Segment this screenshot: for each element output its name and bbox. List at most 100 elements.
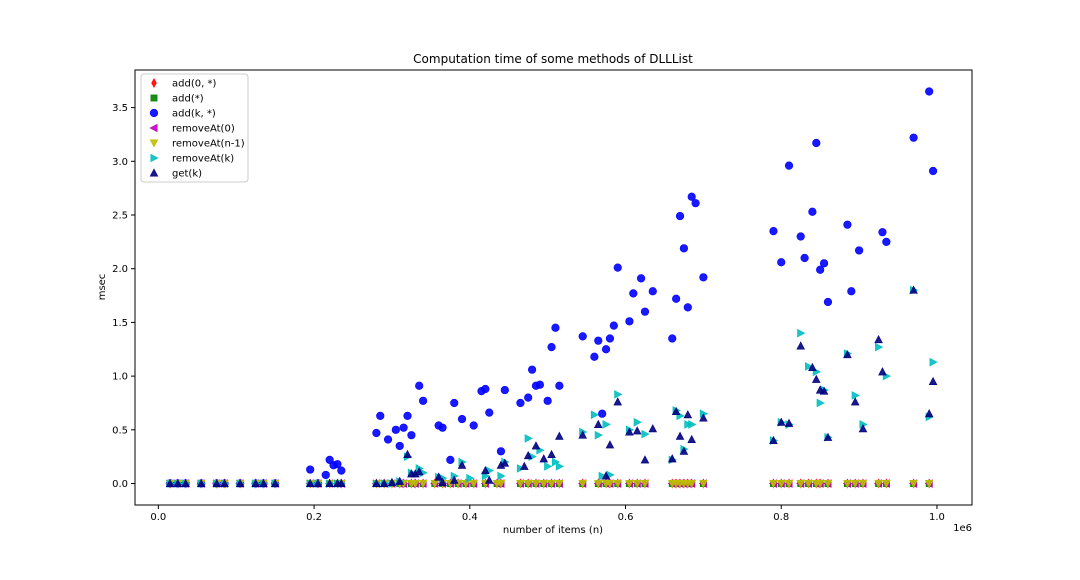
data-point	[395, 441, 404, 451]
y-tick-label: 1.0	[112, 372, 128, 383]
data-point	[640, 455, 650, 464]
data-point	[796, 232, 805, 241]
y-tick-label: 1.5	[112, 318, 128, 329]
data-point	[636, 274, 646, 283]
data-point	[466, 473, 475, 483]
legend-label: removeAt(k)	[172, 154, 234, 165]
legend-marker-icon	[149, 139, 159, 148]
data-point	[675, 431, 685, 440]
data-point	[699, 273, 708, 282]
data-point	[858, 480, 868, 489]
data-point	[683, 410, 693, 419]
data-point	[804, 362, 814, 371]
x-tick-label: 0.8	[773, 512, 789, 523]
data-point	[609, 321, 618, 330]
data-point	[481, 384, 490, 394]
data-point	[625, 427, 634, 436]
data-point	[613, 480, 623, 489]
data-point	[601, 471, 611, 480]
data-point	[909, 133, 918, 142]
data-point	[668, 334, 677, 343]
data-point	[461, 480, 471, 489]
chart-title: Computation time of some methods of DLLL…	[413, 52, 693, 66]
data-point	[776, 417, 786, 426]
data-point	[796, 480, 806, 489]
y-tick-label: 3.5	[112, 103, 128, 114]
legend-marker-icon	[150, 94, 158, 102]
data-point	[446, 455, 455, 464]
data-point	[843, 480, 852, 489]
data-point	[675, 211, 685, 221]
data-point	[843, 220, 852, 229]
legend: add(0, *) add(*) add(k, *) removeAt(0) remov…	[140, 73, 249, 183]
data-point	[305, 478, 315, 488]
data-point	[418, 480, 428, 489]
series-6-points	[165, 285, 938, 488]
data-point	[625, 317, 634, 326]
data-point	[687, 480, 696, 489]
data-point	[438, 477, 447, 486]
data-point	[383, 435, 393, 444]
data-point	[850, 480, 860, 489]
data-point	[823, 480, 833, 489]
data-point	[181, 478, 190, 488]
data-point	[812, 138, 821, 148]
data-point	[481, 465, 490, 475]
data-point	[457, 414, 467, 424]
data-point	[851, 391, 860, 400]
data-point	[434, 472, 443, 481]
data-point	[928, 166, 938, 176]
data-point	[337, 478, 346, 488]
data-point	[874, 480, 883, 489]
data-point	[797, 328, 806, 338]
data-point	[220, 478, 229, 488]
data-point	[497, 471, 506, 481]
legend-label: add(0, *)	[172, 79, 216, 90]
data-point	[925, 87, 934, 96]
data-point	[909, 480, 918, 489]
data-point	[598, 471, 607, 481]
data-point	[672, 294, 681, 303]
data-point	[544, 462, 553, 471]
legend-marker-icon	[149, 108, 159, 118]
data-point	[804, 480, 813, 489]
data-point	[531, 441, 541, 450]
data-point	[403, 449, 412, 459]
data-point	[500, 458, 510, 467]
data-point	[516, 480, 525, 489]
data-point	[590, 352, 599, 361]
data-point	[819, 259, 829, 268]
data-point	[671, 406, 681, 416]
data-point	[251, 478, 260, 488]
legend-marker-icon	[149, 123, 158, 133]
data-point	[524, 393, 533, 402]
data-point	[496, 447, 506, 456]
data-point	[484, 475, 494, 484]
data-point	[555, 480, 564, 489]
data-point	[605, 334, 615, 343]
plot-area-frame	[134, 69, 973, 506]
data-point	[796, 341, 806, 350]
data-point	[450, 398, 459, 408]
data-point	[808, 362, 817, 372]
data-point	[395, 476, 405, 485]
y-tick-label: 2.5	[112, 211, 128, 222]
data-point	[578, 332, 587, 341]
data-point	[376, 411, 385, 420]
data-point	[823, 432, 833, 441]
data-point	[165, 478, 175, 488]
data-point	[924, 409, 934, 418]
data-point	[391, 425, 400, 434]
data-point	[784, 480, 794, 489]
data-point	[411, 480, 420, 489]
legend-label: add(*)	[172, 94, 204, 105]
data-point	[687, 192, 696, 201]
data-point	[691, 199, 700, 208]
data-point	[613, 263, 622, 272]
data-point	[469, 421, 478, 430]
data-point	[523, 450, 533, 460]
data-point	[601, 345, 611, 354]
data-point	[418, 396, 428, 405]
data-point	[543, 396, 552, 405]
